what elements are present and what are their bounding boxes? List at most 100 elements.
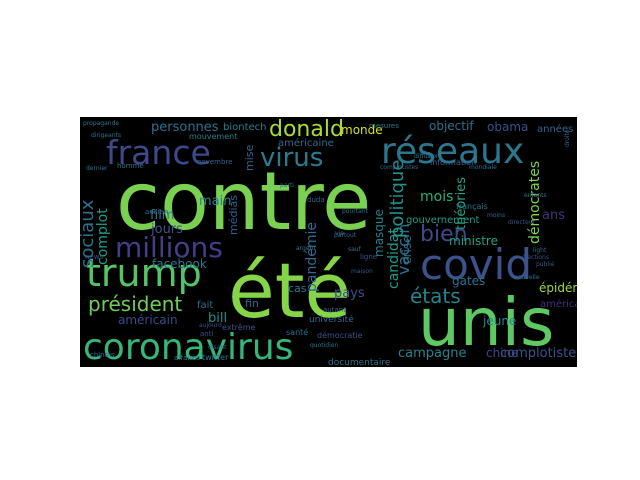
- word-10: donald: [269, 117, 344, 142]
- word-90: propagande: [83, 120, 119, 127]
- word-89: pourtant: [342, 208, 369, 215]
- word-67: ancien: [145, 208, 168, 216]
- word-93: disant: [208, 344, 227, 351]
- word-36: gates: [452, 274, 485, 288]
- word-23: complotiste: [500, 346, 576, 361]
- word-66: novembre: [197, 158, 232, 166]
- word-0: contre: [116, 155, 371, 248]
- word-72: directeur: [508, 219, 536, 226]
- word-68: homme: [117, 162, 144, 170]
- word-77: sauf: [348, 246, 362, 253]
- word-3: coronavirus: [83, 327, 293, 367]
- word-12: sociaux: [80, 199, 98, 268]
- word-30: monde: [341, 123, 383, 137]
- word-24: candidat: [386, 228, 402, 289]
- word-71: news: [85, 253, 103, 261]
- word-70: dirigeants: [91, 132, 121, 139]
- word-11: président: [88, 292, 182, 316]
- word-26: mois: [420, 189, 453, 205]
- word-91: publié: [536, 261, 555, 268]
- word-57: information: [430, 158, 476, 167]
- word-53: fait: [197, 300, 213, 311]
- word-cloud-image: contre été unis coronavirus covid trump france…: [80, 117, 577, 367]
- word-51: cas: [288, 282, 307, 295]
- word-81: droite: [564, 129, 571, 147]
- word-76: ligne: [360, 253, 377, 261]
- word-63: twitter: [202, 353, 229, 362]
- word-60: santé: [286, 327, 308, 337]
- word-40: crise: [400, 236, 414, 265]
- word-19: personnes: [151, 120, 219, 135]
- word-95: élections: [522, 254, 549, 261]
- word-43: américain: [118, 313, 178, 327]
- word-7: réseaux: [381, 131, 524, 172]
- word-4: covid: [420, 240, 532, 289]
- word-83: diffusion: [414, 153, 440, 160]
- word-88: argent: [296, 245, 316, 252]
- word-28: jours: [150, 222, 183, 237]
- word-58: français: [456, 202, 488, 211]
- word-42: bill: [208, 311, 227, 326]
- word-39: chine: [486, 346, 519, 360]
- word-15: vaccin: [394, 224, 413, 275]
- word-41: pays: [334, 286, 365, 301]
- word-92: dernier: [86, 165, 108, 172]
- word-9: virus: [260, 143, 323, 173]
- word-84: partout: [334, 232, 357, 239]
- word-74: parti: [280, 182, 294, 189]
- word-29: main: [199, 194, 231, 209]
- word-54: documentaire: [328, 358, 391, 367]
- word-32: obama: [487, 120, 528, 134]
- word-37: jeune: [482, 314, 516, 328]
- word-34: masque: [372, 209, 386, 257]
- word-64: affaires: [174, 354, 200, 362]
- word-69: mesures: [369, 122, 399, 130]
- word-49: biontech: [223, 122, 267, 133]
- word-45: américains: [540, 298, 577, 310]
- word-48: ans: [542, 208, 565, 223]
- word-87: maison: [351, 268, 373, 275]
- word-79: moins: [487, 212, 505, 219]
- word-17: politique: [387, 160, 408, 238]
- word-21: campagne: [398, 346, 467, 361]
- word-61: extrême: [222, 322, 255, 332]
- word-1: été: [228, 246, 351, 335]
- word-62: démocratie: [317, 330, 363, 340]
- word-96: enfants: [524, 192, 547, 199]
- word-18: complot: [95, 208, 111, 265]
- word-20: facebook: [152, 257, 207, 271]
- word-75: autant: [323, 306, 346, 314]
- word-22: démocrates: [527, 161, 543, 244]
- word-35: ministre: [449, 234, 498, 248]
- word-31: objectif: [429, 119, 474, 133]
- word-59: anti: [200, 330, 213, 338]
- word-55: université: [309, 314, 354, 325]
- word-47: gouvernement: [406, 215, 480, 226]
- word-82: aujourd: [199, 322, 222, 329]
- word-97: light: [533, 247, 547, 254]
- word-56: mouvement: [189, 132, 237, 141]
- word-52: mise: [243, 144, 256, 171]
- word-65: chinois: [90, 351, 115, 359]
- word-46: médias: [227, 195, 240, 235]
- word-33: années: [537, 123, 573, 135]
- word-5: trump: [86, 251, 202, 295]
- word-44: américaine: [278, 137, 334, 149]
- word-73: duda: [307, 196, 325, 204]
- word-cloud-background: [80, 117, 577, 367]
- word-25: théories: [454, 177, 469, 230]
- word-6: france: [106, 133, 211, 172]
- word-13: bien: [420, 222, 468, 247]
- word-27: film: [150, 208, 174, 223]
- word-94: quotidien: [310, 342, 338, 349]
- word-80: nouvelle: [514, 274, 540, 281]
- word-85: mondiale: [469, 164, 497, 171]
- word-38: épidémie: [539, 281, 577, 295]
- word-78: vie: [335, 230, 344, 237]
- word-14: états: [410, 284, 461, 308]
- word-16: pandémie: [304, 222, 320, 292]
- word-8: millions: [115, 231, 223, 264]
- word-86: complotistes: [380, 164, 418, 171]
